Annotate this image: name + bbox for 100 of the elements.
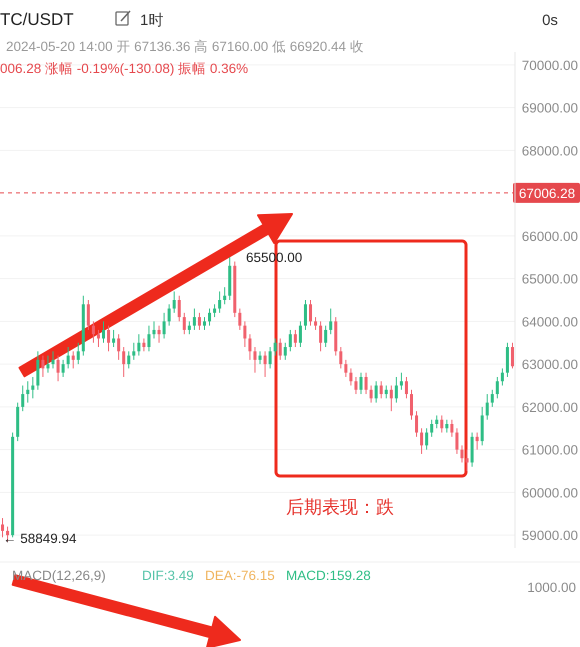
candlestick — [132, 342, 136, 360]
ref-line-label: 67006.28 — [518, 186, 576, 201]
candlestick — [500, 368, 504, 386]
candlestick — [117, 334, 120, 360]
candlestick — [304, 300, 307, 330]
annotation: ← 58849.94 — [3, 531, 78, 546]
y-tick-label: 65000.00 — [522, 272, 578, 287]
candlestick — [172, 290, 176, 314]
candlestick — [370, 385, 373, 404]
candlestick — [324, 325, 328, 348]
candlestick — [420, 428, 424, 454]
candlestick — [168, 304, 171, 326]
candlestick — [455, 428, 458, 454]
candlestick — [410, 389, 414, 420]
candlestick — [390, 385, 393, 412]
chart-title: TC/USDT — [0, 10, 74, 29]
candlestick — [66, 346, 70, 369]
y-tick-label: 60000.00 — [522, 485, 578, 500]
candlestick — [415, 410, 418, 438]
candlestick — [430, 419, 434, 438]
candlestick — [1, 518, 4, 538]
candlestick — [92, 320, 95, 344]
candlestick — [243, 320, 246, 348]
y-tick-label: 64000.00 — [522, 314, 578, 330]
candlestick — [202, 316, 206, 330]
candlestick — [86, 300, 90, 330]
y-tick-label: 70000.00 — [522, 58, 578, 73]
candlestick — [349, 368, 352, 386]
text: MACD(12,26,9) — [12, 568, 106, 583]
candlestick — [198, 312, 201, 330]
candlestick — [253, 346, 256, 374]
y-tick-label: 63000.00 — [522, 357, 578, 372]
candlestick — [425, 428, 428, 450]
candlestick — [404, 376, 408, 399]
candlestick — [466, 449, 469, 472]
candlestick — [380, 380, 383, 399]
text: 0s — [542, 12, 558, 29]
candlestick — [56, 355, 60, 382]
candlestick — [359, 372, 363, 395]
candlestick — [490, 389, 494, 408]
annotation: 后期表现：跌 — [286, 497, 394, 517]
candlestick — [158, 325, 161, 344]
candlestick — [274, 338, 277, 356]
candlestick — [264, 350, 267, 378]
candlestick — [344, 359, 348, 378]
candlestick — [72, 350, 75, 369]
candlestick — [496, 376, 499, 399]
candlestick — [445, 419, 448, 434]
y-tick-label: 59000.00 — [522, 528, 578, 544]
candlestick — [460, 444, 464, 463]
candlestick — [192, 308, 196, 330]
candlestick — [435, 414, 438, 429]
candlestick — [152, 320, 156, 339]
candlestick — [142, 338, 146, 352]
candlestick — [314, 316, 318, 330]
candlestick — [354, 376, 358, 395]
text: DEA:-76.15 — [205, 568, 275, 583]
candlestick — [223, 286, 226, 305]
candlestick — [102, 320, 106, 344]
candlestick — [278, 338, 282, 360]
candlestick — [137, 334, 140, 356]
candlestick — [147, 325, 150, 352]
candlestick — [112, 329, 116, 348]
candlestick — [364, 372, 368, 395]
candlestick — [52, 350, 55, 369]
candlestick — [309, 300, 312, 326]
candlestick — [400, 372, 403, 390]
candlestick — [440, 414, 444, 434]
annotation: 006.28 涨幅 -0.19%(-130.08) 振幅 0.36% — [0, 61, 248, 76]
text: MACD:159.28 — [286, 568, 371, 583]
candlestick — [182, 312, 186, 335]
candlestick — [208, 308, 212, 326]
candlestick — [258, 350, 262, 365]
text: 1000.00 — [527, 580, 576, 595]
candlestick — [218, 290, 222, 314]
candlestick — [510, 342, 514, 369]
candlestick — [188, 320, 191, 335]
candlestick — [62, 359, 65, 378]
text: DIF:3.49 — [142, 568, 194, 583]
candlestick — [476, 432, 479, 450]
y-tick-label: 66000.00 — [522, 228, 578, 244]
text: 1时 — [140, 12, 164, 29]
candlestick — [248, 334, 252, 360]
candlestick — [107, 325, 110, 352]
candlestick — [298, 320, 302, 348]
candlestick — [96, 329, 100, 348]
candlestick — [450, 419, 454, 438]
y-tick-label: 68000.00 — [522, 143, 578, 158]
candlestick — [178, 295, 181, 322]
candlestick — [21, 385, 24, 412]
candlestick — [122, 346, 126, 378]
candlestick — [394, 376, 398, 404]
candlestick — [213, 304, 216, 318]
candlestick — [374, 380, 378, 404]
candlestick — [329, 308, 332, 335]
candlestick — [288, 329, 292, 352]
candlestick — [127, 350, 130, 369]
candlestick — [384, 385, 388, 399]
y-tick-label: 69000.00 — [522, 100, 578, 116]
candlestick — [46, 355, 50, 374]
